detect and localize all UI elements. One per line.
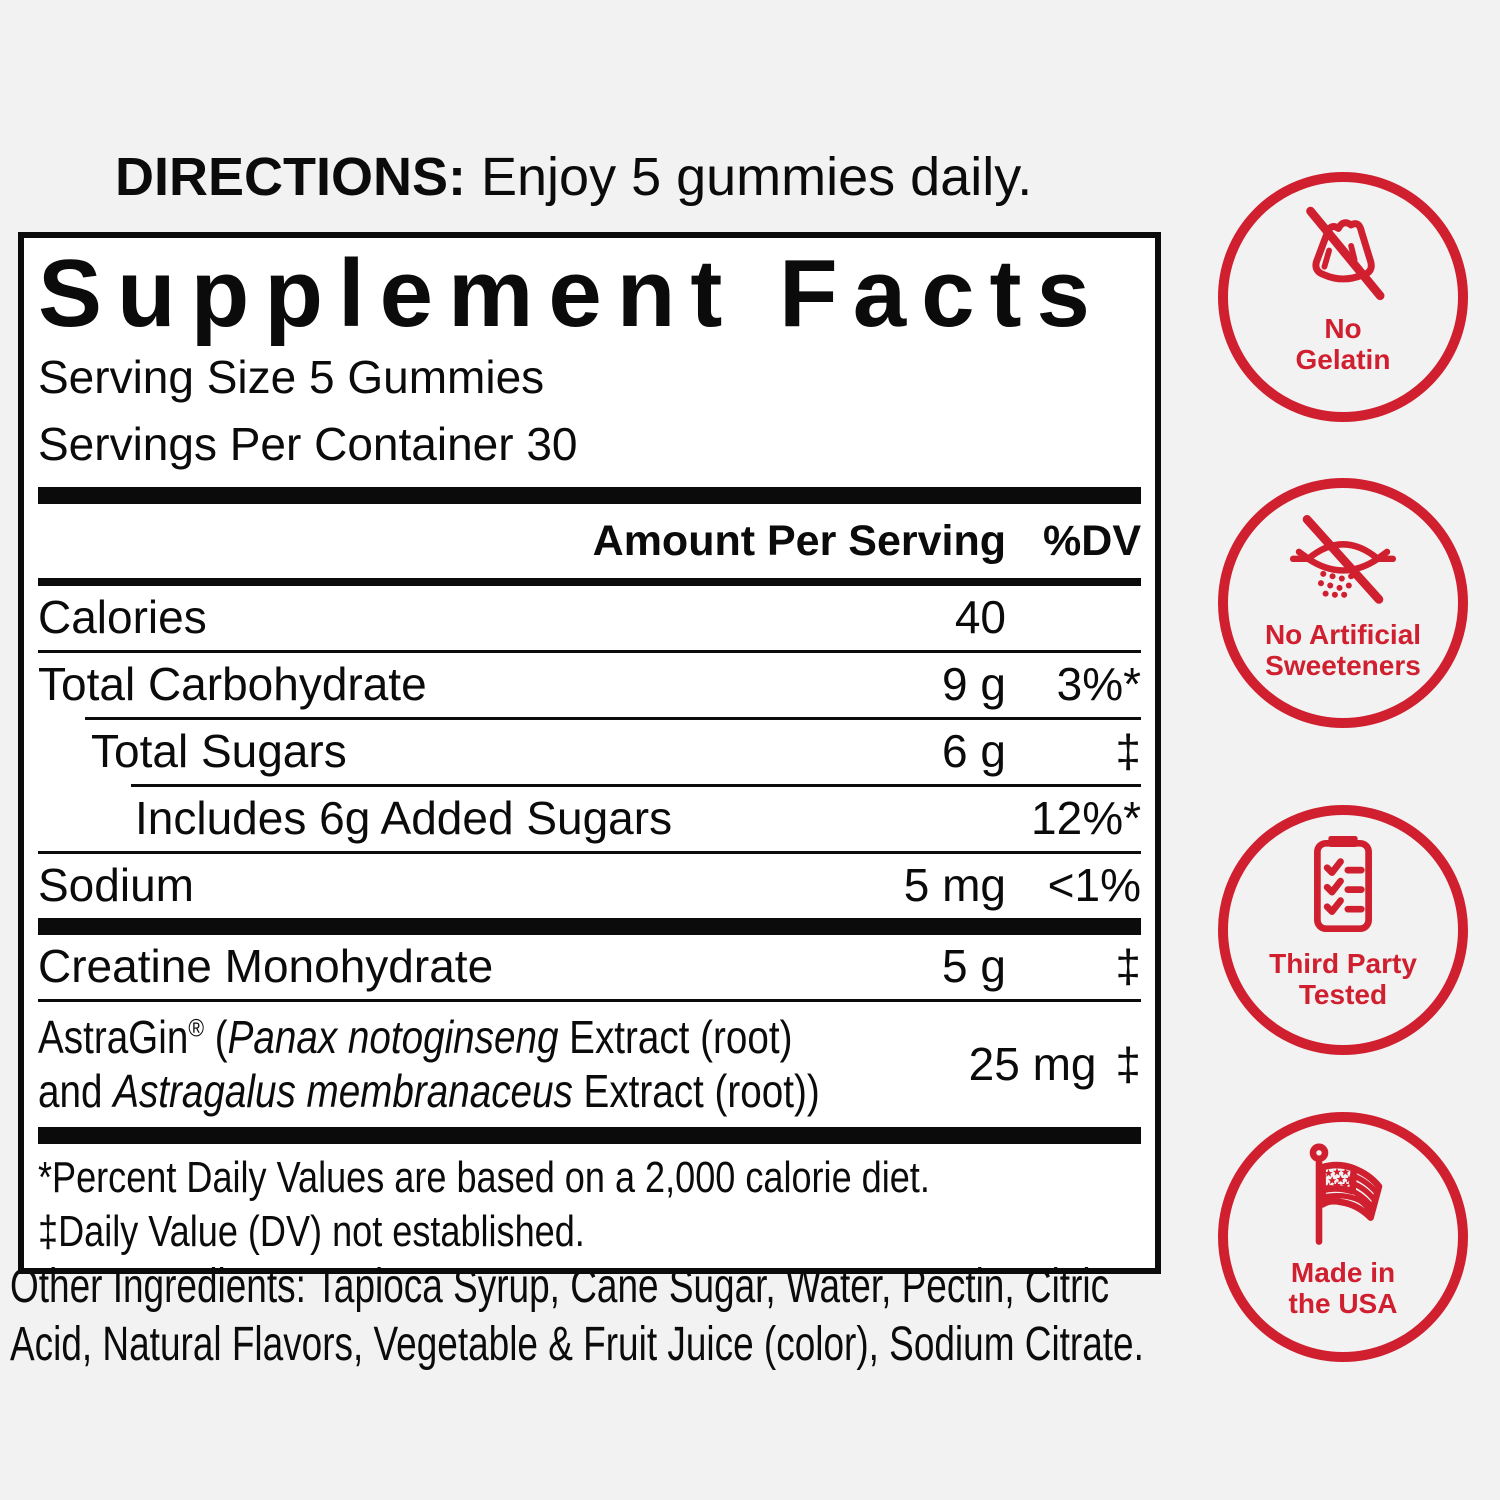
badge-label-line2: Gelatin <box>1295 344 1391 375</box>
nutrient-name: Includes 6g Added Sugars <box>135 792 673 845</box>
badge-label-line1: Made in <box>1290 1257 1396 1288</box>
badge-no-gelatin: No Gelatin <box>1218 172 1468 422</box>
no-gelatin-icon <box>1306 206 1385 301</box>
servings-per-container-text: Servings Per Container 30 <box>38 417 578 470</box>
nutrient-row-calories: Calories 40 <box>24 586 1155 650</box>
nutrient-dv: ‡ <box>1115 725 1141 778</box>
serving-size-text: Serving Size 5 Gummies <box>38 351 545 403</box>
nutrient-row-total-sugars: Total Sugars 6 g ‡ <box>24 720 1155 784</box>
directions-line: DIRECTIONS: Enjoy 5 gummies daily. <box>115 146 1032 208</box>
nutrient-row-astragin: AstraGin® (Panax notoginseng Extract (ro… <box>24 1002 1155 1127</box>
nutrient-amount: 40 <box>954 591 1006 644</box>
footnote-percent-daily-value: *Percent Daily Values are based on a 2,0… <box>38 1152 930 1202</box>
astragin-brand: AstraGin <box>38 1011 189 1064</box>
other-ingredients: Other Ingredients: Tapioca Syrup, Cane S… <box>10 1258 1483 1373</box>
other-ingredients-line-2: Acid, Natural Flavors, Vegetable & Fruit… <box>10 1317 1144 1371</box>
badge-no-artificial-sweeteners: No Artificial Sweeteners <box>1218 478 1468 728</box>
astragin-text: Extract (root) <box>558 1011 793 1064</box>
badge-label: Third Party Tested <box>1269 948 1417 1010</box>
made-in-usa-icon <box>1309 1143 1383 1245</box>
divider-hairline <box>38 650 1141 654</box>
column-header-amount: Amount Per Serving <box>592 517 1006 566</box>
badge-label-line2: the USA <box>1288 1288 1398 1319</box>
nutrient-name: Total Carbohydrate <box>38 658 427 711</box>
divider-thick <box>38 918 1141 936</box>
badge-made-in-usa: Made in the USA <box>1218 1112 1468 1362</box>
nutrient-row-total-carbohydrate: Total Carbohydrate 9 g 3%* <box>24 653 1155 717</box>
registered-trademark-symbol: ® <box>188 1014 204 1043</box>
nutrient-amount: 6 g <box>942 725 1006 778</box>
nutrient-dv: 12%* <box>1031 792 1141 845</box>
nutrient-amount: 5 g <box>942 940 1006 993</box>
nutrient-amount: 9 g <box>942 658 1006 711</box>
astragin-text: ( <box>203 1011 228 1064</box>
nutrient-row-added-sugars: Includes 6g Added Sugars 12%* <box>24 787 1155 851</box>
latin-name-panax: Panax notoginseng <box>227 1011 559 1064</box>
badge-label: No Artificial Sweeteners <box>1265 619 1421 681</box>
supplement-facts-title: Supplement Facts <box>38 240 1105 347</box>
badge-label: Made in the USA <box>1289 1257 1398 1319</box>
badge-label-line1: No Artificial <box>1264 619 1422 650</box>
nutrient-name: Calories <box>38 591 207 644</box>
no-artificial-sweeteners-icon <box>1289 515 1397 604</box>
nutrient-name: AstraGin® (Panax notoginseng Extract (ro… <box>38 1010 969 1119</box>
column-header-row: Amount Per Serving %DV <box>24 504 1155 578</box>
other-ingredients-line-1: Other Ingredients: Tapioca Syrup, Cane S… <box>10 1260 1110 1313</box>
badge-label-line2: Tested <box>1298 979 1388 1010</box>
nutrient-dv: 3%* <box>1056 658 1141 711</box>
nutrient-dv: <1% <box>1047 859 1141 912</box>
directions-label: DIRECTIONS: <box>115 147 466 207</box>
badge-label-line2: Sweeteners <box>1265 650 1421 681</box>
divider-thick <box>38 487 1141 505</box>
divider-hairline <box>131 784 1141 788</box>
divider-hairline <box>38 999 1141 1003</box>
latin-name-astragalus: Astragalus membranaceus <box>113 1065 573 1118</box>
badge-label: No Gelatin <box>1296 313 1391 375</box>
badge-label-line1: Third Party <box>1269 948 1417 979</box>
badge-third-party-tested: Third Party Tested <box>1218 805 1468 1055</box>
badge-label-line1: No <box>1324 313 1362 344</box>
astragin-text: and <box>38 1065 114 1118</box>
nutrient-amount: 25 mg <box>968 1037 1097 1090</box>
nutrient-amount: 5 mg <box>903 859 1006 912</box>
footnote-dv-not-established: ‡Daily Value (DV) not established. <box>38 1207 585 1257</box>
nutrient-row-creatine-monohydrate: Creatine Monohydrate 5 g ‡ <box>24 935 1155 999</box>
astragin-text: Extract (root)) <box>572 1065 820 1118</box>
nutrient-name: Total Sugars <box>91 725 347 778</box>
directions-text: Enjoy 5 gummies daily. <box>466 147 1033 207</box>
divider-hairline <box>85 717 1141 721</box>
nutrient-dv: ‡ <box>1115 1037 1141 1090</box>
nutrient-name: Creatine Monohydrate <box>38 940 494 993</box>
nutrient-dv: ‡ <box>1115 940 1141 993</box>
column-header-dv: %DV <box>1043 517 1141 566</box>
third-party-tested-icon <box>1314 835 1372 933</box>
astragin-rich-name: AstraGin® (Panax notoginseng Extract (ro… <box>38 1010 820 1119</box>
supplement-facts-panel: Supplement Facts Serving Size 5 Gummies … <box>18 232 1161 1275</box>
divider-medium <box>38 578 1141 587</box>
nutrient-name: Sodium <box>38 859 194 912</box>
nutrient-row-sodium: Sodium 5 mg <1% <box>24 854 1155 918</box>
divider-thick <box>38 1126 1141 1144</box>
footnotes: *Percent Daily Values are based on a 2,0… <box>38 1152 1141 1257</box>
divider-hairline <box>38 851 1141 855</box>
